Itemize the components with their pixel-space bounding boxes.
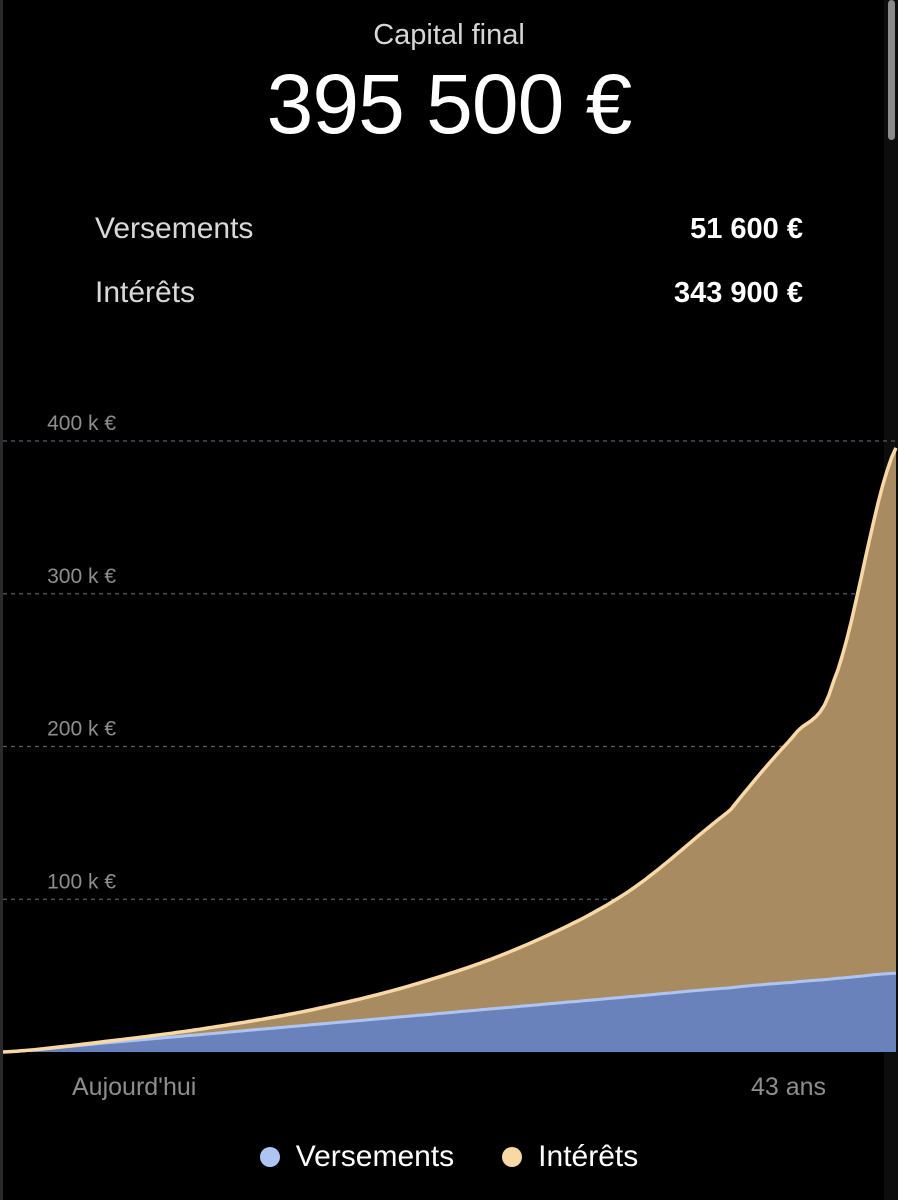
result-header: Capital final 395 500 € — [0, 14, 898, 152]
scrollbar-thumb[interactable] — [888, 0, 895, 140]
y-tick-label: 200 k € — [47, 718, 116, 741]
capital-final-value: 395 500 € — [266, 57, 633, 151]
summary-label: Intérêts — [95, 276, 196, 309]
summary-row-interets: Intérêts 343 900 € — [95, 269, 803, 317]
capital-growth-chart: 100 k € 200 k € 300 k € 400 k € Aujourd'hui 4… — [2, 412, 898, 1101]
summary-label: Versements — [95, 212, 254, 245]
y-tick-label: 400 k € — [47, 412, 116, 435]
x-label-end: 43 ans — [751, 1073, 826, 1101]
line-versements — [2, 971, 897, 1054]
line-interets — [2, 447, 898, 1054]
legend-item-versements: Versements — [259, 1140, 455, 1174]
summary-value: 343 900 € — [673, 276, 803, 309]
summary-value: 51 600 € — [690, 212, 803, 245]
x-label-start: Aujourd'hui — [72, 1073, 196, 1101]
left-edge — [0, 0, 3, 1200]
legend-item-interets: Intérêts — [502, 1140, 638, 1174]
capital-final-label: Capital final — [373, 19, 525, 51]
legend-dot-interets — [502, 1147, 523, 1167]
chart-legend: Versements Intérêts — [0, 1140, 898, 1174]
y-tick-label: 300 k € — [47, 565, 116, 588]
area-interets — [3, 447, 896, 1052]
y-tick-label: 100 k € — [47, 870, 116, 893]
legend-dot-versements — [259, 1147, 280, 1167]
legend-label: Versements — [295, 1140, 455, 1173]
summary-table: Versements 51 600 € Intérêts 343 900 € — [95, 205, 803, 333]
legend-label: Intérêts — [538, 1140, 639, 1173]
summary-row-versements: Versements 51 600 € — [95, 205, 803, 253]
